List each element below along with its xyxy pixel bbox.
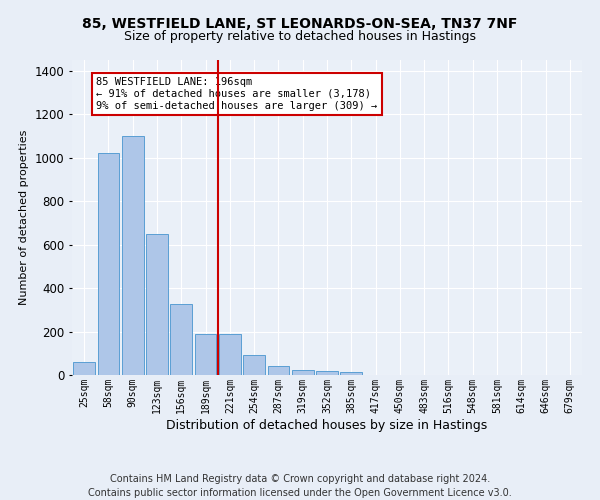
Bar: [292, 370, 314, 375]
X-axis label: Distribution of detached houses by size in Hastings: Distribution of detached houses by size …: [166, 418, 488, 432]
Bar: [219, 334, 241, 375]
Text: Contains HM Land Registry data © Crown copyright and database right 2024.
Contai: Contains HM Land Registry data © Crown c…: [88, 474, 512, 498]
Bar: [97, 154, 119, 375]
Text: 85, WESTFIELD LANE, ST LEONARDS-ON-SEA, TN37 7NF: 85, WESTFIELD LANE, ST LEONARDS-ON-SEA, …: [82, 18, 518, 32]
Bar: [146, 234, 168, 375]
Bar: [316, 370, 338, 375]
Y-axis label: Number of detached properties: Number of detached properties: [19, 130, 29, 305]
Bar: [340, 372, 362, 375]
Bar: [268, 366, 289, 375]
Bar: [73, 362, 95, 375]
Text: 85 WESTFIELD LANE: 196sqm
← 91% of detached houses are smaller (3,178)
9% of sem: 85 WESTFIELD LANE: 196sqm ← 91% of detac…: [96, 78, 377, 110]
Bar: [194, 334, 217, 375]
Bar: [122, 136, 143, 375]
Bar: [170, 304, 192, 375]
Bar: [243, 356, 265, 375]
Text: Size of property relative to detached houses in Hastings: Size of property relative to detached ho…: [124, 30, 476, 43]
